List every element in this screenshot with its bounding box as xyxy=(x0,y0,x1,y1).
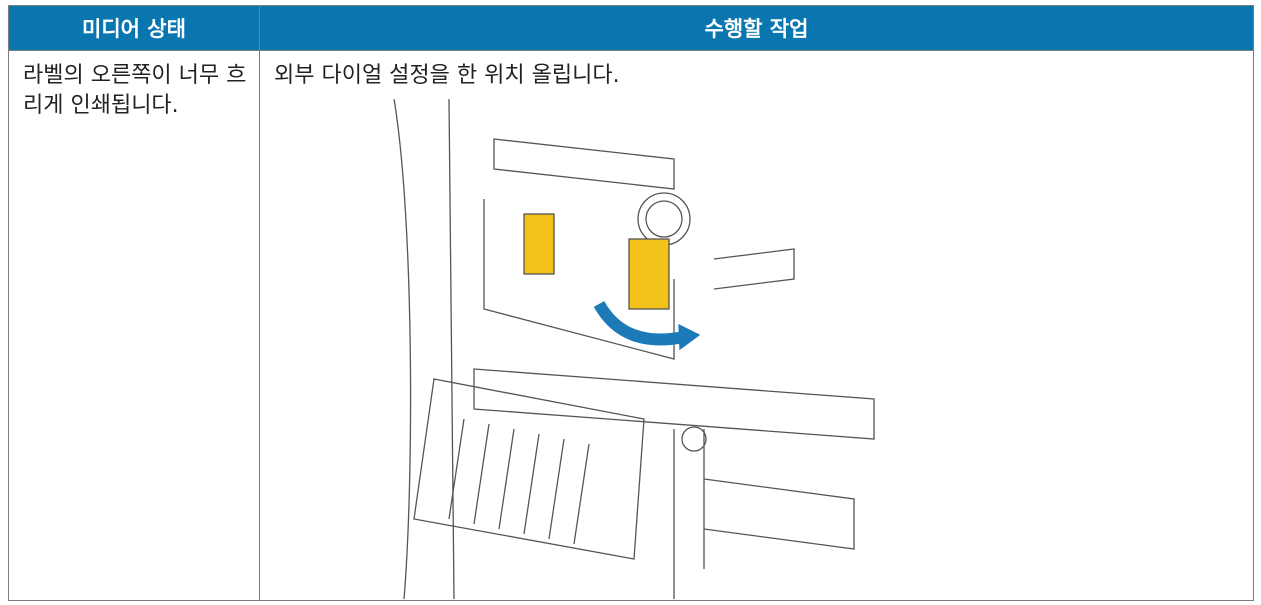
action-text: 외부 다이얼 설정을 한 위치 올립니다. xyxy=(274,63,620,88)
media-table: 미디어 상태 수행할 작업 라벨의 오른쪽이 너무 흐리게 인쇄됩니다. 외부 … xyxy=(8,5,1254,601)
header-row: 미디어 상태 수행할 작업 xyxy=(8,5,1254,51)
cover xyxy=(413,378,645,560)
mechanism xyxy=(673,429,855,599)
cover-ribs xyxy=(448,418,590,545)
body-row: 라벨의 오른쪽이 너무 흐리게 인쇄됩니다. 외부 다이얼 설정을 한 위치 올… xyxy=(8,50,1254,601)
frame-edge xyxy=(448,99,455,599)
roller-end xyxy=(645,200,683,238)
dial-yellow xyxy=(628,238,670,310)
roller xyxy=(493,138,675,190)
header-cell: 수행할 작업 xyxy=(259,5,1254,51)
lever xyxy=(713,248,795,290)
print-head xyxy=(473,368,875,440)
action-cell: 외부 다이얼 설정을 한 위치 올립니다. xyxy=(259,50,1254,601)
frame-edge xyxy=(393,99,412,599)
plate xyxy=(483,199,675,360)
arrow-head xyxy=(678,323,701,351)
header-cell: 미디어 상태 xyxy=(8,5,260,51)
dial-yellow xyxy=(523,213,555,275)
printer-illustration xyxy=(393,99,875,599)
condition-cell: 라벨의 오른쪽이 너무 흐리게 인쇄됩니다. xyxy=(8,50,260,601)
turn-arrow xyxy=(593,300,686,346)
knob xyxy=(681,426,707,452)
